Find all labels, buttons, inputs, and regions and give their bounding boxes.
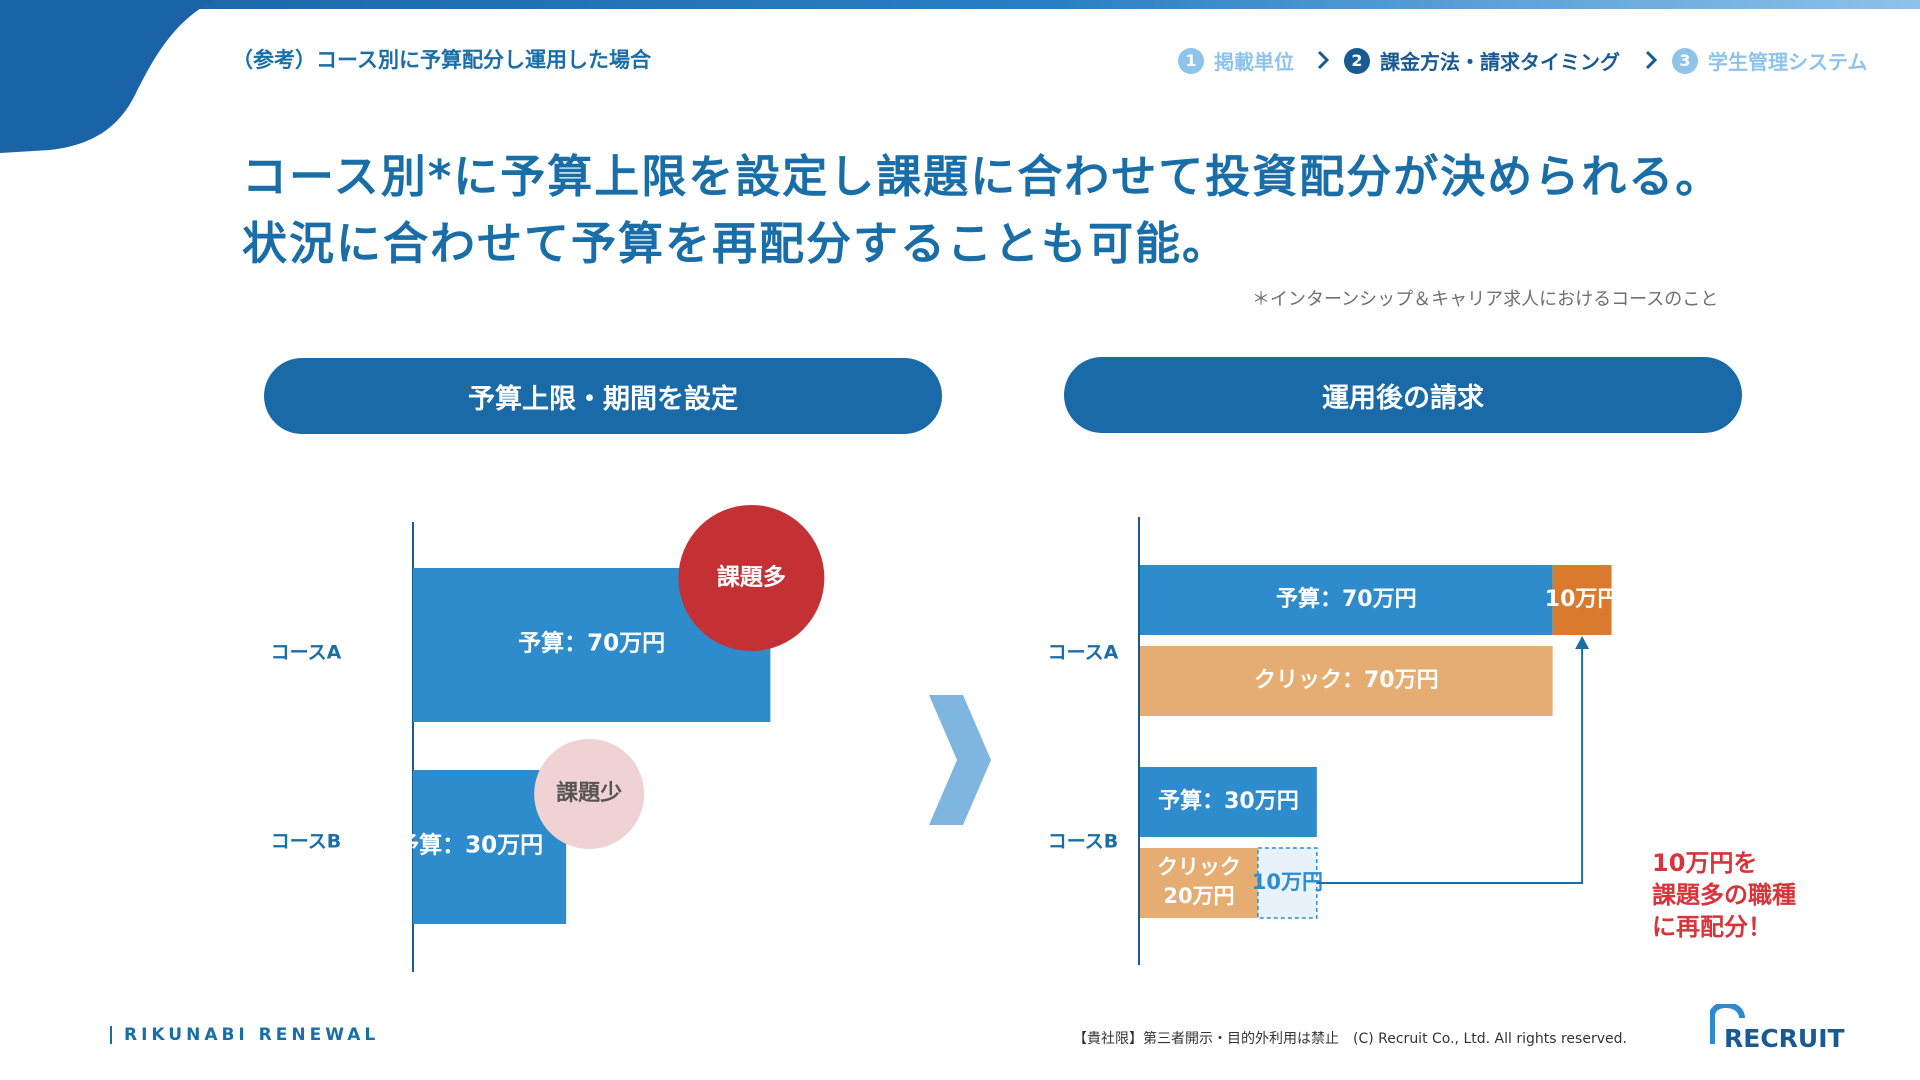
left-panel-title: 予算上限・期間を設定: [264, 358, 942, 434]
tick-course-b: コースB: [271, 831, 342, 853]
label-course-b-click-line1: クリック: [1157, 855, 1241, 879]
badge-light-issue-text: 課題少: [556, 780, 622, 806]
bar-course-b-click: [1140, 848, 1258, 918]
recruit-logo-text: RECRUIT: [1724, 1024, 1845, 1052]
step-2-label: 課金方法・請求タイミング: [1380, 50, 1620, 74]
badge-heavy-issue-text: 課題多: [717, 564, 786, 591]
top-accent-bar: [0, 0, 1920, 9]
label-course-a-reallocated: 10万円: [1545, 587, 1620, 612]
transition-arrow-icon: [929, 695, 991, 825]
step-1-label: 掲載単位: [1214, 50, 1294, 74]
bar-course-b-budget: [1140, 767, 1317, 837]
recruit-logo-mark: [1710, 1004, 1745, 1044]
copyright-notice: 【貴社限】第三者開示・目的外利用は禁止 (C) Recruit Co., Ltd…: [1073, 1031, 1627, 1047]
headline-line-2: 状況に合わせて予算を再配分することも可能。: [242, 217, 1230, 270]
label-course-a-budget: 予算：70万円: [1276, 586, 1417, 612]
step-1-number: 1: [1178, 47, 1204, 74]
headline-line-1: コース別*に予算上限を設定し課題に合わせて投資配分が決められる。: [242, 150, 1723, 203]
step-3-student-system[interactable]: 3 学生管理システム: [1672, 46, 1867, 75]
step-3-label: 学生管理システム: [1708, 50, 1868, 74]
label-course-b-budget: 予算：30万円: [396, 832, 543, 859]
label-course-b-click-line2: 20万円: [1163, 884, 1234, 908]
chevron-right-icon: [1317, 50, 1330, 70]
billing-result-chart: コースA コースB 予算：70万円 10万円 クリック：70万円 予算：30万円…: [1048, 517, 1796, 965]
bar-course-a-reallocated: [1552, 565, 1612, 635]
footnote: ＊インターンシップ＆キャリア求人におけるコースのこと: [1252, 289, 1719, 310]
label-course-b-unused: 10万円: [1252, 870, 1323, 894]
brand-divider: [110, 1026, 112, 1044]
section-reference-title: （参考）コース別に予算配分し運用した場合: [232, 48, 651, 72]
chevron-right-icon: [1645, 50, 1658, 70]
step-3-number: 3: [1672, 47, 1698, 74]
bar-course-a-budget: [1140, 565, 1553, 635]
badge-heavy-issue: [678, 505, 825, 651]
label-course-a-budget: 予算：70万円: [518, 630, 665, 657]
reallocation-note-line2: 課題多の職種: [1652, 881, 1796, 909]
reallocation-note-line3: に再配分！: [1652, 913, 1772, 941]
tick-course-b: コースB: [1048, 831, 1119, 853]
brand-name: RIKUNABI RENEWAL: [124, 1025, 380, 1045]
tick-course-a: コースA: [1048, 642, 1119, 664]
reallocation-connector-line: [1316, 647, 1584, 884]
reallocation-arrowhead-icon: [1575, 636, 1590, 649]
label-course-b-budget: 予算：30万円: [1158, 788, 1299, 814]
badge-light-issue: [534, 739, 645, 849]
bar-course-a-click: [1140, 646, 1553, 716]
recruit-logo: RECRUIT: [1710, 1004, 1845, 1052]
tick-course-a: コースA: [271, 642, 342, 664]
reallocation-note-line1: 10万円を: [1652, 849, 1757, 877]
budget-setting-chart: 予算：70万円 予算：30万円 コースA コースB 課題多 課題少: [271, 505, 825, 972]
step-2-billing[interactable]: 2 課金方法・請求タイミング: [1344, 46, 1620, 75]
step-2-number: 2: [1344, 47, 1370, 74]
label-course-a-click: クリック：70万円: [1254, 668, 1439, 693]
right-panel-title: 運用後の請求: [1064, 357, 1742, 433]
step-1-listing-unit[interactable]: 1 掲載単位: [1178, 46, 1294, 75]
corner-wave-decoration: [0, 0, 215, 153]
